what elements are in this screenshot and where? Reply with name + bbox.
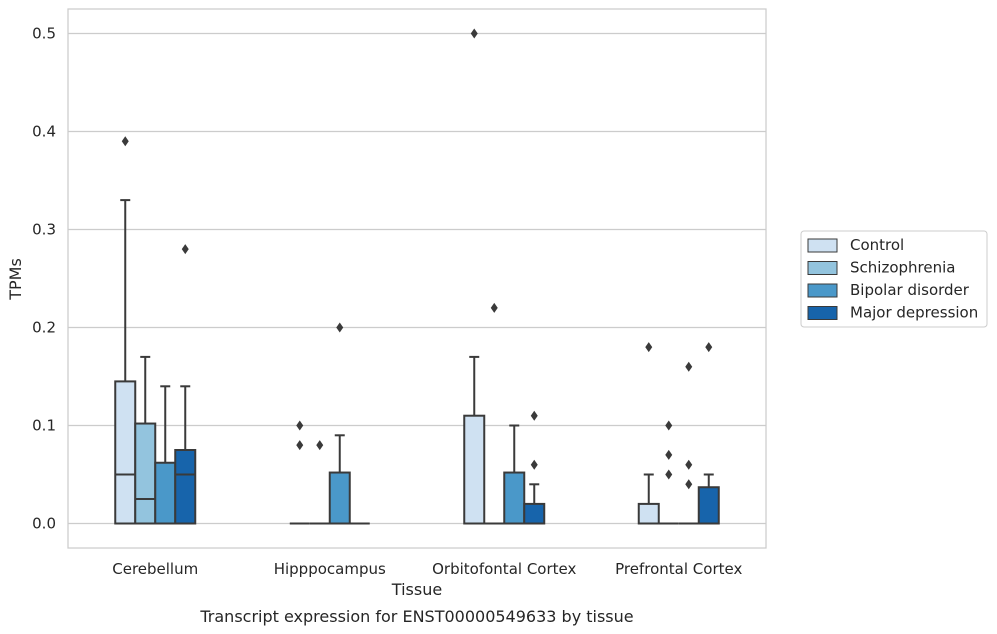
box-schizophrenia xyxy=(309,440,330,525)
legend-label: Schizophrenia xyxy=(850,259,955,277)
outlier-marker xyxy=(316,440,324,451)
box-body xyxy=(463,414,486,525)
outlier-marker xyxy=(296,440,304,451)
legend-label: Bipolar disorder xyxy=(850,281,970,299)
outlier-marker xyxy=(470,28,478,39)
legend-swatch xyxy=(807,283,838,298)
y-tick-label: 0.1 xyxy=(32,417,56,435)
outlier-marker xyxy=(665,449,673,460)
x-tick-labels: Cerebellum Hipppocampus Orbitofontal Corte… xyxy=(112,560,742,578)
box-major-depression xyxy=(697,342,720,525)
x-tick-label: Prefrontal Cortex xyxy=(615,560,742,578)
y-tick-label: 0.5 xyxy=(32,25,56,43)
plot-frame xyxy=(67,8,767,549)
outlier-marker xyxy=(490,302,498,313)
y-tick-label: 0.2 xyxy=(32,319,56,337)
outlier-marker xyxy=(530,459,538,470)
legend-swatch xyxy=(807,306,838,320)
outlier-marker xyxy=(665,469,673,480)
y-gridlines xyxy=(68,32,766,525)
legend-label: Control xyxy=(850,236,904,254)
outlier-marker xyxy=(665,420,673,431)
box-schizophrenia xyxy=(134,355,157,525)
outlier-marker xyxy=(181,244,189,255)
box-bipolar-disorder xyxy=(503,424,526,525)
outlier-marker xyxy=(685,361,693,372)
legend-swatch xyxy=(807,261,838,275)
box-bipolar-disorder xyxy=(678,361,699,525)
legend-label: Major depression xyxy=(850,304,978,322)
outlier-marker xyxy=(705,342,713,353)
y-tick-label: 0.3 xyxy=(32,221,56,239)
box-body xyxy=(134,422,157,525)
y-tick-labels: 0.0 0.1 0.2 0.3 0.4 0.5 xyxy=(32,25,56,533)
x-tick-label: Cerebellum xyxy=(112,560,198,578)
box-body xyxy=(114,380,137,525)
box-control xyxy=(289,420,310,525)
box-major-depression xyxy=(174,244,197,525)
legend: Control Schizophrenia Bipolar disorder Majo… xyxy=(800,230,988,328)
box-body xyxy=(154,461,177,525)
box-major-depression xyxy=(523,410,546,525)
outlier-marker xyxy=(336,322,344,333)
outlier-marker xyxy=(296,420,304,431)
box-control xyxy=(637,342,660,525)
box-body xyxy=(503,471,526,525)
x-tick-label: Hipppocampus xyxy=(274,560,386,578)
y-tick-label: 0.0 xyxy=(32,515,56,533)
x-tick-label: Orbitofontal Cortex xyxy=(432,560,576,578)
outlier-marker xyxy=(530,410,538,421)
outlier-marker xyxy=(645,342,653,353)
outlier-marker xyxy=(685,459,693,470)
outlier-marker xyxy=(121,136,129,147)
legend-frame xyxy=(800,230,988,328)
box-body xyxy=(697,486,720,525)
legend-swatch xyxy=(807,238,838,253)
box-bipolar-disorder xyxy=(154,385,177,525)
box-body xyxy=(328,471,351,525)
box-control xyxy=(114,136,137,525)
chart-caption: Transcript expression for ENST0000054963… xyxy=(199,607,633,626)
y-tick-label: 0.4 xyxy=(32,123,56,141)
box-body xyxy=(637,502,660,525)
y-axis-label: TPMs xyxy=(6,258,25,301)
box-body xyxy=(523,502,546,525)
outlier-marker xyxy=(685,479,693,490)
box-control xyxy=(463,28,486,525)
box-groups xyxy=(114,28,720,525)
box-bipolar-disorder xyxy=(328,322,351,525)
box-schizophrenia xyxy=(484,302,505,525)
box-schizophrenia xyxy=(658,420,679,525)
x-axis-label: Tissue xyxy=(391,580,442,599)
box-body xyxy=(174,449,197,525)
